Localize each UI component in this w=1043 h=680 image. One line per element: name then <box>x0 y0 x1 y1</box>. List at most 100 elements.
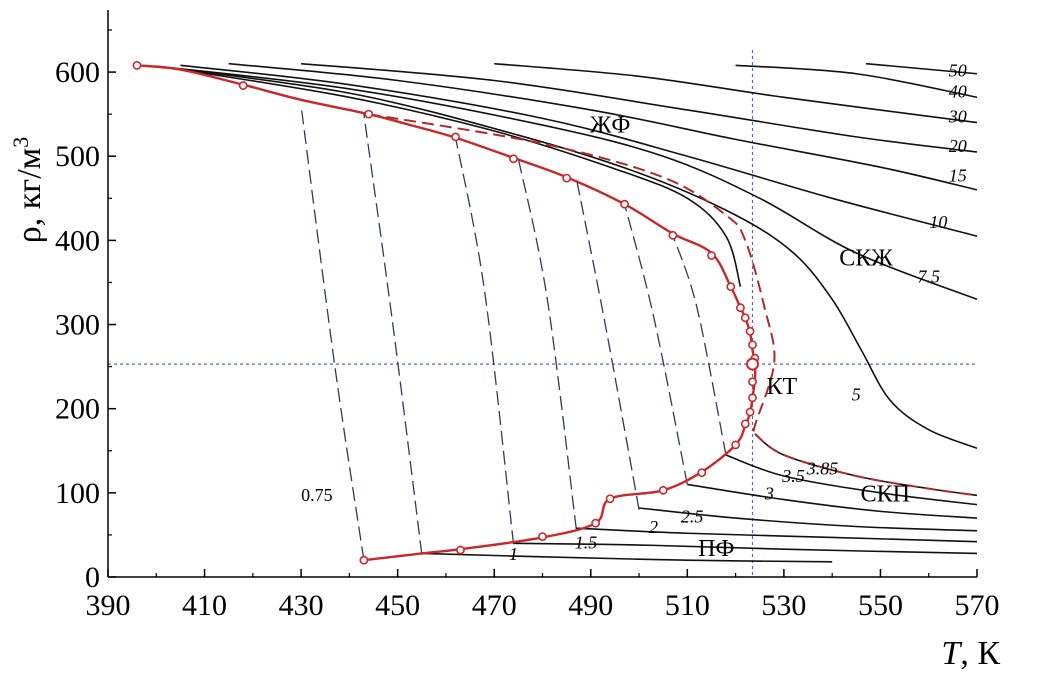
isobar-line <box>513 542 978 555</box>
isobar-label: 2 <box>649 517 658 537</box>
isobar-line <box>494 62 978 124</box>
x-axis-var: T <box>941 635 962 672</box>
saturation-point <box>748 377 757 387</box>
saturation-point <box>658 485 668 495</box>
isobar-line <box>638 507 978 532</box>
x-tick-label: 570 <box>955 589 1000 622</box>
saturation-point <box>748 393 757 403</box>
x-axis-title: T, К <box>941 635 1000 672</box>
critical-isobar-line <box>368 113 776 435</box>
x-tick-label: 550 <box>858 589 903 622</box>
x-tick-label: 530 <box>761 589 806 622</box>
saturation-point <box>605 494 615 504</box>
region-label: СКП <box>861 481 910 507</box>
isobar-line <box>421 552 833 563</box>
saturation-point <box>740 419 750 429</box>
y-tick-label: 100 <box>55 477 100 510</box>
y-tick-label: 600 <box>55 56 100 89</box>
region-label: ЖФ <box>590 113 630 139</box>
isochore-label: 0.75 <box>301 485 333 505</box>
isobar-line <box>576 527 978 543</box>
isochore-line <box>672 235 727 456</box>
isobar-label: 3 <box>764 484 774 504</box>
isobar-label: 1 <box>509 544 518 564</box>
critical-point-label: КТ <box>767 374 798 400</box>
axes: 390 410 430 450 470 490 510 530 550 5700100200300… <box>55 10 1000 622</box>
saturation-point <box>456 545 465 555</box>
isobar-label: 1.5 <box>575 532 598 552</box>
y-tick-label: 500 <box>55 140 100 173</box>
x-axis-unit: , К <box>960 635 1000 672</box>
saturation-point <box>562 173 572 183</box>
isobar-label: 2.5 <box>681 506 704 526</box>
isobar-label: 5 <box>852 384 861 404</box>
isobar-label: 30 <box>948 107 967 127</box>
isobar-lines <box>156 62 978 563</box>
y-axis-main: ρ, кг/м <box>11 148 48 243</box>
saturation-point <box>745 407 755 417</box>
isobar-line <box>865 62 978 75</box>
saturation-point <box>697 468 707 478</box>
isobar-label: 7.5 <box>917 266 940 286</box>
x-tick-label: 430 <box>279 589 324 622</box>
saturation-point <box>238 81 248 90</box>
saturation-point <box>451 132 460 142</box>
isochore-line <box>575 177 640 510</box>
saturation-line <box>136 64 757 562</box>
saturation-point <box>132 60 142 70</box>
critical-point-marker <box>746 357 760 371</box>
isobar-line <box>735 64 978 99</box>
isochore-lines: 0.75 <box>300 105 727 561</box>
x-tick-label: 390 <box>86 589 131 622</box>
isobar-label: 3.5 <box>781 466 805 486</box>
isobar-label: 3.85 <box>806 458 839 478</box>
isochore-line <box>517 158 577 530</box>
saturation-point <box>748 340 757 350</box>
isobar-line <box>180 68 742 287</box>
isobar-line <box>725 454 978 506</box>
saturation-point <box>591 518 601 528</box>
saturation-point <box>707 251 716 260</box>
saturation-point <box>538 532 547 542</box>
isobar-line <box>180 64 978 237</box>
isobar-label: 20 <box>949 136 967 156</box>
saturation-point <box>509 154 518 164</box>
isobar-line <box>687 483 978 519</box>
isobar-label: 40 <box>949 81 967 101</box>
isochore-line <box>623 204 688 485</box>
y-tick-label: 300 <box>55 309 100 342</box>
x-tick-label: 490 <box>568 589 613 622</box>
saturation-point <box>745 326 755 336</box>
y-tick-label: 0 <box>85 561 100 594</box>
isochore-line <box>454 137 515 545</box>
x-tick-label: 470 <box>472 589 517 622</box>
region-label: ПФ <box>698 536 734 562</box>
saturation-point <box>359 555 369 565</box>
x-tick-label: 510 <box>665 589 710 622</box>
isobar-line <box>228 62 978 191</box>
isobar-label: 10 <box>929 212 947 232</box>
y-axis-title: ρ, кг/м3 <box>8 137 49 243</box>
y-axis-sup: 3 <box>8 137 33 148</box>
critical-isobar-vapor-line <box>754 433 978 497</box>
saturation-point <box>726 282 736 292</box>
saturation-point <box>740 313 750 323</box>
isobar-label: 15 <box>949 165 967 185</box>
saturation-point <box>731 440 741 450</box>
saturation-point <box>620 199 629 209</box>
y-tick-label: 400 <box>55 224 100 257</box>
isochore-line <box>300 105 365 561</box>
isobar-label: 50 <box>949 60 967 80</box>
isochore-line <box>363 114 423 555</box>
x-tick-label: 450 <box>375 589 420 622</box>
region-label: СКЖ <box>839 246 893 272</box>
reference-lines <box>108 50 977 577</box>
saturation-curve <box>132 60 760 565</box>
isobar-line <box>156 65 978 301</box>
saturation-point <box>736 303 745 313</box>
isobar-line <box>301 62 978 153</box>
saturation-point <box>668 230 678 240</box>
y-tick-label: 200 <box>55 393 100 426</box>
